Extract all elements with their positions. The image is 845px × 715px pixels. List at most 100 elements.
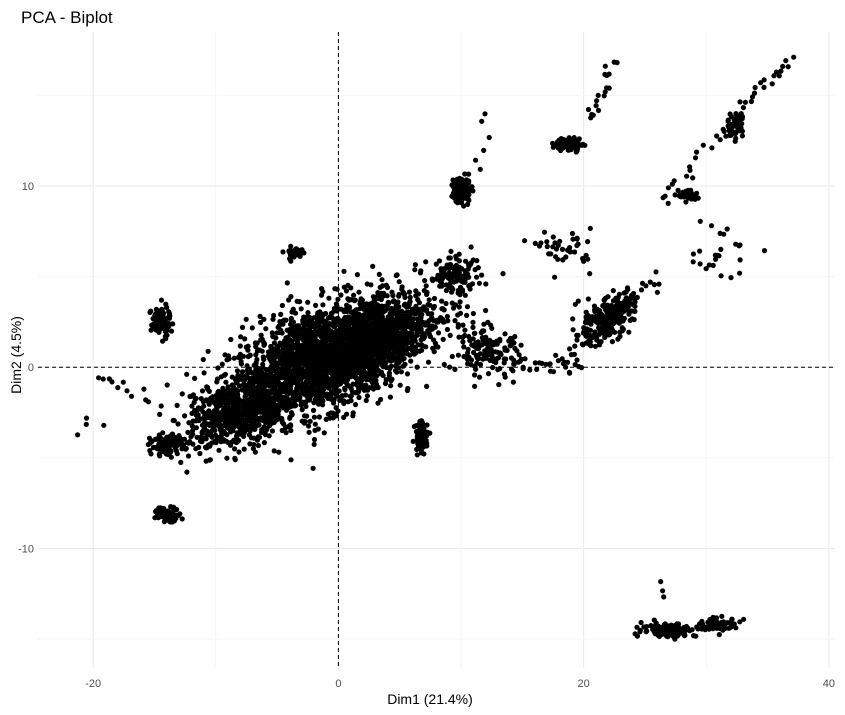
data-point — [327, 315, 333, 321]
data-point — [390, 299, 396, 305]
data-point — [307, 418, 313, 424]
data-point — [288, 243, 294, 249]
data-point — [392, 356, 398, 362]
data-point — [472, 383, 478, 389]
data-point — [411, 309, 417, 315]
data-point — [261, 387, 267, 393]
data-point — [313, 302, 319, 308]
data-point — [260, 409, 266, 416]
data-point — [393, 363, 399, 369]
data-point — [288, 383, 294, 389]
data-point — [582, 142, 588, 148]
data-point — [239, 369, 246, 375]
data-point — [192, 375, 198, 381]
data-point — [356, 337, 362, 343]
data-point — [252, 379, 258, 385]
data-point — [199, 430, 205, 436]
data-point — [632, 308, 638, 314]
data-point — [177, 511, 183, 517]
data-point — [672, 192, 678, 198]
data-point — [315, 310, 321, 316]
data-point — [331, 319, 337, 325]
data-point — [342, 387, 348, 393]
data-point — [357, 301, 363, 307]
data-point — [726, 625, 732, 631]
data-point — [580, 255, 586, 262]
data-point — [352, 402, 359, 408]
data-point — [352, 390, 359, 396]
data-point — [465, 201, 471, 207]
data-point — [479, 342, 485, 348]
data-point — [200, 356, 206, 363]
data-point — [300, 320, 306, 326]
data-point — [691, 633, 697, 639]
data-point — [651, 282, 658, 288]
data-point — [384, 347, 390, 353]
data-point — [665, 185, 672, 191]
data-point — [361, 371, 367, 377]
data-point — [332, 334, 338, 340]
data-point — [310, 465, 316, 471]
data-point — [259, 392, 265, 398]
data-point — [552, 274, 558, 280]
data-point — [727, 132, 733, 138]
data-point — [327, 415, 333, 421]
data-point — [555, 256, 561, 262]
data-point — [439, 283, 445, 289]
data-point — [602, 63, 608, 69]
data-point — [344, 334, 350, 340]
data-point — [483, 307, 489, 314]
data-point — [236, 437, 242, 444]
data-point — [776, 73, 782, 79]
data-point — [516, 352, 522, 358]
data-point — [420, 334, 426, 340]
data-point — [222, 418, 228, 424]
data-point — [594, 98, 600, 104]
data-point — [253, 352, 259, 358]
data-point — [466, 171, 472, 177]
data-point — [353, 375, 359, 381]
data-point — [287, 337, 293, 343]
data-point — [426, 297, 432, 303]
data-point — [346, 383, 352, 389]
data-point — [570, 316, 576, 322]
data-point — [287, 414, 293, 420]
data-point — [570, 141, 577, 147]
data-point — [223, 379, 229, 385]
data-point — [232, 446, 238, 452]
data-point — [303, 399, 309, 405]
data-point — [689, 196, 695, 202]
data-point — [352, 357, 358, 363]
data-point — [544, 243, 550, 250]
data-point — [334, 303, 340, 309]
data-point — [423, 259, 429, 265]
data-point — [404, 371, 411, 377]
data-point — [351, 292, 357, 298]
data-point — [204, 421, 210, 427]
data-point — [414, 364, 420, 370]
data-point — [664, 628, 670, 634]
data-point — [295, 358, 301, 364]
data-point — [638, 619, 644, 626]
data-point — [304, 413, 310, 419]
data-point — [279, 417, 285, 423]
data-point — [162, 442, 168, 448]
data-point — [447, 364, 453, 370]
data-point — [450, 305, 457, 311]
data-point — [417, 424, 423, 430]
data-point — [697, 621, 703, 627]
data-point — [602, 89, 608, 95]
data-point — [442, 319, 448, 325]
data-point — [255, 417, 262, 423]
data-point — [210, 425, 216, 432]
data-point — [273, 417, 280, 423]
data-point — [271, 448, 277, 454]
data-point — [592, 315, 598, 321]
data-point — [286, 297, 292, 303]
data-point — [336, 377, 342, 383]
data-point — [686, 188, 692, 194]
data-point — [588, 321, 594, 327]
data-point — [258, 332, 264, 338]
data-point — [244, 389, 250, 395]
data-point — [194, 434, 200, 440]
